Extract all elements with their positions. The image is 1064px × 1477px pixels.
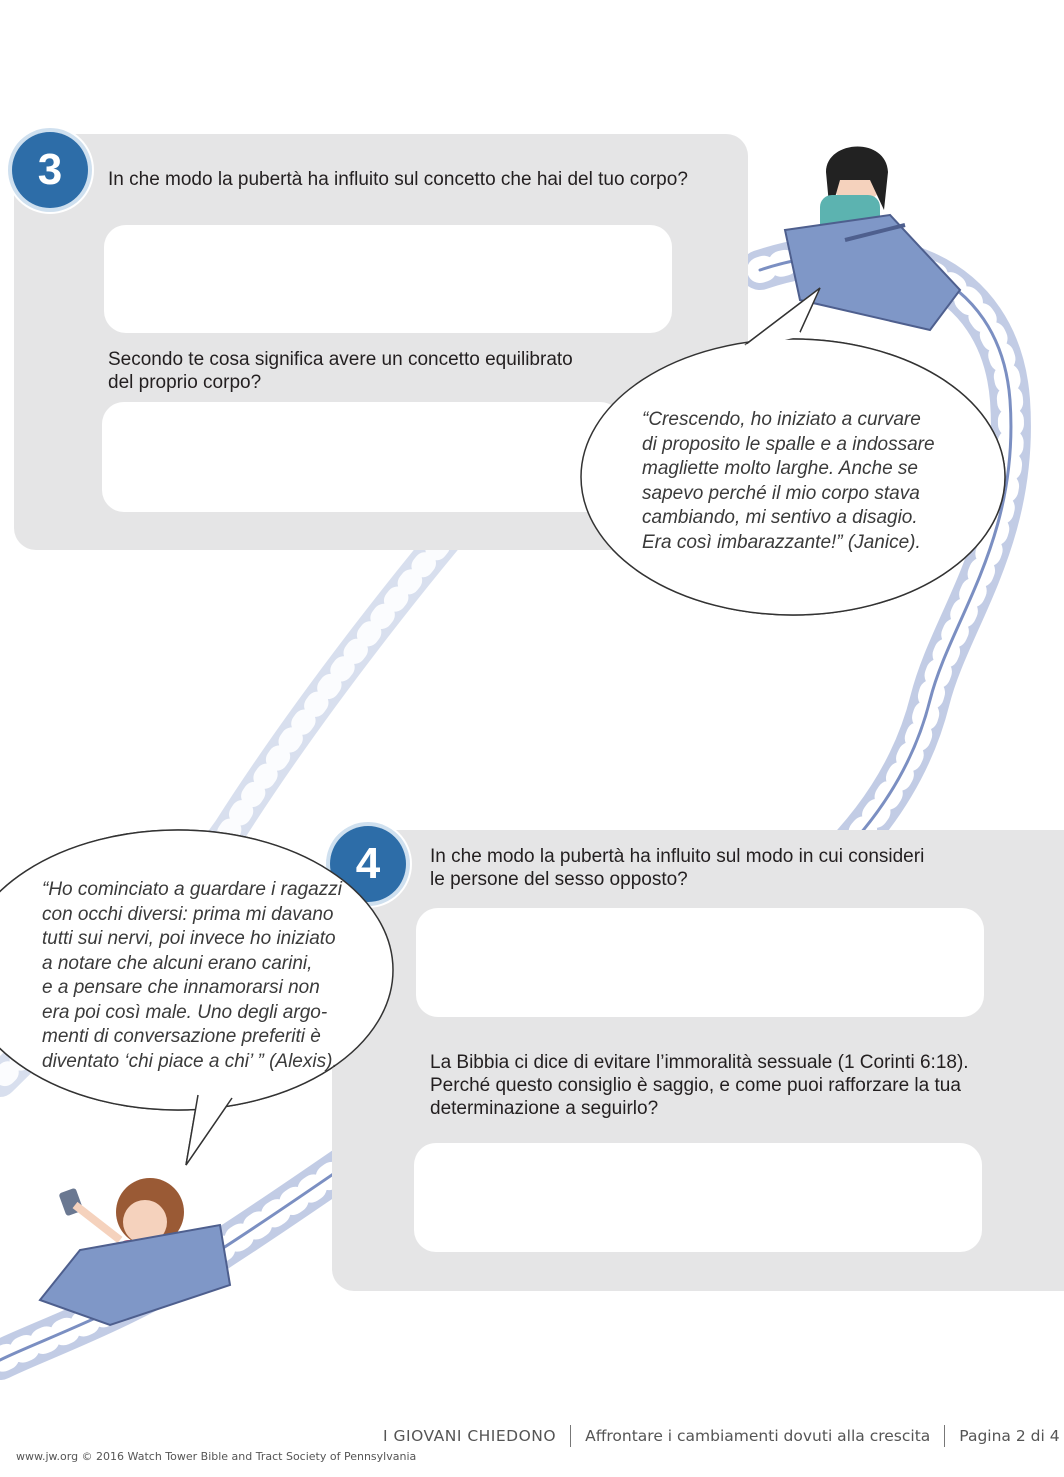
footer: I GIOVANI CHIEDONO Affrontare i cambiame… (383, 1424, 1060, 1448)
footer-series: I GIOVANI CHIEDONO (383, 1427, 557, 1445)
section-3-question-1: In che modo la pubertà ha influito sul c… (108, 169, 688, 190)
footer-topic: Affrontare i cambiamenti dovuti alla cre… (585, 1427, 931, 1445)
section-4-answer-1-field[interactable] (416, 908, 984, 1017)
alexis-in-cart (38, 1178, 232, 1327)
section-4-question-1: In che modo la pubertà ha influito sul m… (430, 846, 925, 890)
section-3-answer-2-field[interactable] (102, 402, 622, 512)
alexis-quote: “Ho cominciato a guardare i ragazzi con … (42, 879, 342, 1072)
section-3-number: 3 (12, 132, 88, 208)
section-4-question-2: La Bibbia ci dice di evitare l’immoralit… (430, 1052, 969, 1119)
section-3-question-2: Secondo te cosa significa avere un conce… (108, 349, 573, 393)
section-3-badge: 3 (6, 126, 94, 214)
section-3-answer-1-field[interactable] (104, 225, 672, 333)
footer-divider (570, 1425, 572, 1447)
footer-divider (944, 1425, 946, 1447)
section-4-answer-2-field[interactable] (414, 1143, 982, 1252)
janice-in-cart (783, 146, 962, 332)
copyright: www.jw.org © 2016 Watch Tower Bible and … (16, 1450, 417, 1463)
janice-quote: “Crescendo, ho iniziato a curvare di pro… (642, 409, 935, 553)
footer-page: Pagina 2 di 4 (959, 1427, 1060, 1445)
